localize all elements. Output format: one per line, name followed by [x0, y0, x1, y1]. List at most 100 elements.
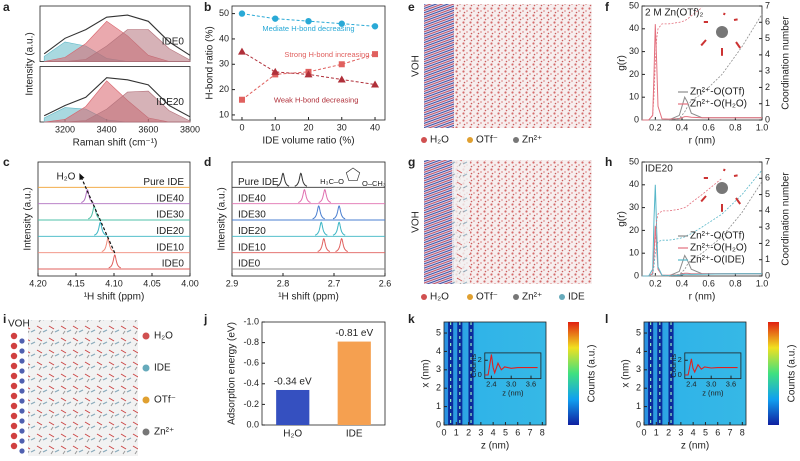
x-axis-label: z (nm) — [702, 389, 724, 398]
x-tick-label: 2.9 — [226, 278, 239, 288]
legend-icon — [142, 332, 150, 340]
legend-label: Zn²⁺-O(OTf) — [690, 87, 745, 98]
marker — [272, 15, 279, 22]
y-axis-label: x (nm) — [421, 359, 432, 387]
panel-letter: c — [3, 155, 10, 169]
legend-label: Zn²⁺ — [154, 427, 174, 438]
voh-atom — [10, 382, 18, 390]
y-axis-label: Counts — [669, 354, 678, 378]
y-axis-label: Adsorption energy (eV) — [227, 322, 238, 425]
voh-atom — [10, 402, 18, 410]
x-tick-label: 2.8 — [277, 278, 290, 288]
interface-molecules — [28, 320, 138, 456]
panel-letter: e — [408, 0, 415, 14]
y-tick-label: 20 — [629, 69, 639, 79]
y2-tick-label: 2 — [765, 82, 770, 92]
series-label: IDE20 — [238, 226, 266, 237]
legend-label: OTf⁻ — [476, 292, 498, 303]
series-label: IDE20 — [156, 226, 184, 237]
y2-tick-label: 0 — [765, 114, 770, 124]
voh-atom — [19, 398, 25, 404]
colorbar — [568, 322, 579, 425]
y-tick-label: 10 — [629, 248, 639, 258]
marker — [338, 20, 345, 27]
series-label: Weak H-bond decreasing — [274, 96, 359, 105]
peak — [332, 221, 346, 236]
x-tick-label: 4.00 — [181, 278, 199, 288]
peak — [335, 238, 348, 252]
x-axis-label: ¹H shift (ppm) — [278, 292, 339, 303]
x-tick-label: 1 — [454, 427, 459, 437]
series-label: IDE0 — [162, 259, 185, 270]
x-tick-label: 3 — [478, 427, 483, 437]
x-tick-label: 2.4 — [486, 380, 496, 389]
electrolyte — [452, 4, 592, 128]
x-axis-label: ¹H shift (ppm) — [84, 292, 145, 303]
x-tick-label: 4 — [491, 427, 496, 437]
value-label: -0.34 eV — [274, 377, 312, 388]
legend-icon — [467, 294, 473, 300]
y2-axis-label: Coordination number — [781, 16, 792, 110]
marker — [237, 47, 246, 55]
component-area — [44, 29, 191, 62]
marker — [372, 51, 379, 58]
trend-arrow — [80, 177, 116, 254]
x-tick-label: 2.4 — [686, 380, 696, 389]
y-tick-label: 4 — [436, 346, 441, 356]
y-tick-label: 2 — [436, 383, 441, 393]
legend-label: Zn²⁺ — [522, 135, 542, 146]
y-tick-label: 1 — [436, 401, 441, 411]
voh-atom — [19, 448, 25, 454]
x-axis-label: r (nm) — [689, 136, 716, 147]
ligand-bond — [735, 197, 742, 205]
y-tick-label: 30 — [629, 202, 639, 212]
voh-atom — [19, 408, 25, 414]
inset-line — [684, 358, 738, 376]
voh-atom — [19, 348, 25, 354]
x-tick-label: 30 — [337, 122, 347, 132]
y-tick-label: 0.0 — [246, 419, 259, 429]
voh-atom — [19, 368, 25, 374]
marker — [238, 96, 245, 103]
x-tick-label: 0 — [441, 427, 446, 437]
x-tick-label: 7 — [728, 427, 733, 437]
x-tick-label: 1.0 — [756, 278, 769, 288]
peak — [294, 172, 308, 187]
y-tick-label: 0 — [436, 419, 441, 429]
panel-letter: k — [408, 312, 415, 326]
zinc-ion — [716, 26, 728, 38]
series-label: IDE30 — [238, 210, 266, 221]
series-label: IDE40 — [156, 193, 184, 204]
x-tick-label: 0.8 — [729, 122, 742, 132]
y-tick-label: 0 — [634, 114, 639, 124]
legend-label: Zn²⁺ — [522, 292, 542, 303]
rdf-line — [642, 184, 762, 277]
x-tick-label: 0 — [641, 427, 646, 437]
y-tick-label: 2 — [678, 355, 682, 364]
x-tick-label: 0.4 — [676, 122, 689, 132]
legend-label: H₂O — [430, 292, 449, 303]
voh-atom — [19, 418, 25, 424]
coordination-line — [642, 13, 763, 121]
panel-letter: h — [605, 155, 612, 169]
voh-atom — [10, 432, 18, 440]
voh-atom — [10, 372, 18, 380]
x-tick-label: 2 — [666, 427, 671, 437]
x-axis-label: Raman shift (cm⁻¹) — [73, 138, 158, 149]
y-tick-label: 2 — [636, 383, 641, 393]
ligand-bond — [700, 39, 707, 47]
y2-tick-label: 3 — [765, 222, 770, 232]
x-tick-label: 3800 — [180, 124, 200, 134]
voh-atom — [19, 378, 25, 384]
plot-frame — [261, 321, 386, 426]
y-tick-label: 0 — [636, 419, 641, 429]
y2-tick-label: 7 — [765, 0, 770, 10]
y2-axis-label: Coordination number — [781, 172, 792, 266]
x-axis-label: z (nm) — [502, 389, 524, 398]
y-axis-label: x (nm) — [621, 359, 632, 387]
plot-frame — [643, 321, 747, 426]
voh-atom — [19, 428, 25, 434]
panel-letter: a — [3, 0, 10, 14]
y-tick-label: 10 — [219, 109, 229, 119]
legend-label: Zn²⁺-O(H₂O) — [690, 243, 747, 254]
